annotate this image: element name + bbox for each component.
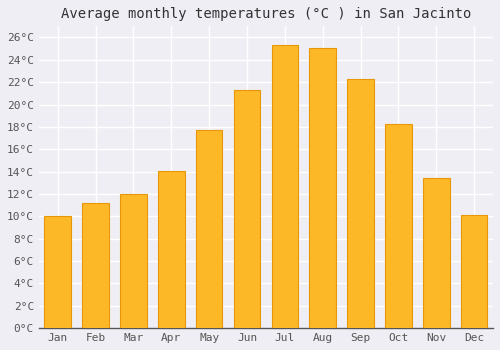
Bar [272, 45, 298, 328]
Bar [82, 203, 109, 328]
Bar [348, 79, 374, 328]
Bar [385, 124, 411, 328]
Bar [423, 178, 450, 328]
Bar [234, 90, 260, 328]
Title: Average monthly temperatures (°C ) in San Jacinto: Average monthly temperatures (°C ) in Sa… [60, 7, 471, 21]
Bar [461, 215, 487, 328]
Bar [310, 48, 336, 328]
Bar [120, 194, 146, 328]
Bar [196, 130, 222, 328]
Bar [44, 216, 71, 328]
Bar [158, 170, 184, 328]
